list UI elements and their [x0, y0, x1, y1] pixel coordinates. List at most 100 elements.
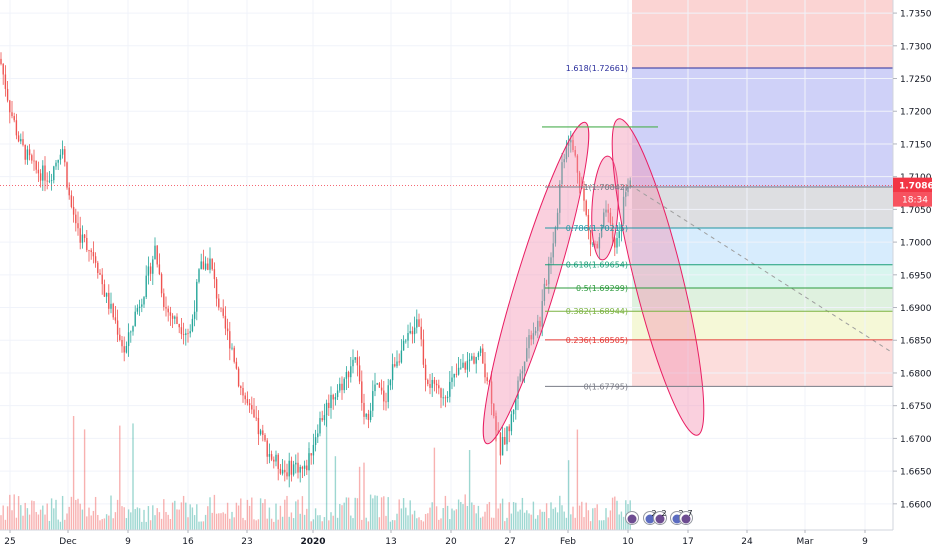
candle-body: [297, 462, 299, 473]
volume-bar: [229, 518, 231, 530]
candle-body: [479, 348, 482, 353]
time-axis-background: [0, 530, 932, 550]
volume-bar: [132, 423, 134, 530]
economic-event-icon[interactable]: [625, 511, 639, 525]
candle-body: [422, 339, 425, 365]
time-tick-label: 9: [125, 537, 131, 547]
volume-bar: [336, 517, 339, 530]
volume-bar: [176, 509, 178, 530]
volume-bar: [97, 514, 99, 530]
news-event-icon[interactable]: 7: [679, 509, 693, 525]
volume-bar: [618, 514, 620, 530]
candle-body: [26, 149, 29, 160]
candle-body: [620, 223, 623, 232]
volume-bar: [526, 510, 528, 530]
time-tick-label: 13: [385, 537, 396, 547]
drawing-tools-layer[interactable]: [0, 67, 894, 450]
candle-body: [154, 245, 156, 260]
candle-body: [537, 320, 539, 331]
volume-bar: [127, 509, 130, 530]
volume-bar: [372, 498, 374, 530]
correction-ellipse[interactable]: [589, 155, 620, 261]
earnings-event-icon[interactable]: 2: [653, 509, 667, 525]
candle-body: [438, 385, 440, 389]
volume-bar: [345, 497, 348, 530]
candle-body: [33, 160, 35, 162]
candle-body: [123, 346, 125, 353]
volume-bar: [567, 460, 570, 530]
volume-bar: [530, 514, 532, 530]
candle-body: [257, 417, 260, 435]
volume-bar: [75, 499, 77, 530]
candle-body: [490, 381, 493, 404]
candle-body: [578, 172, 581, 187]
candle-body: [512, 409, 515, 415]
dividend-event-icon[interactable]: 2: [643, 509, 657, 525]
candle-body: [156, 245, 158, 265]
candle-body: [229, 331, 231, 349]
volume-bar: [499, 503, 502, 530]
candle-body: [218, 298, 220, 308]
volume-bar: [130, 512, 132, 530]
candle-body: [352, 359, 354, 367]
event-count: 2: [661, 509, 666, 518]
volume-bar: [149, 520, 152, 530]
candle-body: [468, 359, 471, 361]
candle-body: [242, 387, 244, 396]
candle-body: [233, 347, 235, 362]
candle-body: [363, 402, 365, 417]
candle-body: [191, 318, 194, 332]
candle-body: [396, 361, 398, 367]
price-axis[interactable]: 1.735001.730001.725001.720001.715001.710…: [892, 0, 932, 550]
volume-bar: [581, 501, 583, 530]
volume-bar: [554, 507, 557, 530]
volume-bar: [277, 519, 279, 530]
candle-body: [402, 340, 405, 351]
candle-body: [587, 214, 590, 231]
volume-bar: [160, 518, 163, 530]
candle-body: [334, 397, 337, 400]
candle-body: [303, 465, 306, 469]
volume-bar: [510, 513, 513, 530]
candle-body: [59, 154, 62, 160]
candle-body: [275, 454, 277, 462]
candle-body: [374, 384, 376, 392]
fib-level-label: 0.618(1.69654): [566, 261, 628, 270]
candle-body: [583, 188, 585, 201]
time-tick-label: Dec: [59, 537, 76, 547]
candle-body: [358, 365, 361, 382]
volume-bar: [537, 515, 539, 530]
projected-wave-ellipse[interactable]: [595, 113, 720, 441]
time-axis[interactable]: 25 Dec 9 16 23 2020 13 20 27 Feb 10 17 24 Mar 9: [0, 529, 932, 550]
volume-bar: [207, 506, 209, 530]
candle-body: [497, 430, 499, 433]
volume-bar: [620, 511, 623, 530]
candle-body: [570, 140, 572, 143]
candle-body: [526, 348, 528, 362]
price-tick-label: 1.66500: [900, 468, 932, 478]
candle-body: [53, 166, 55, 181]
candle-body: [292, 464, 295, 475]
event-markers[interactable]: 2227: [625, 509, 693, 525]
candle-body: [427, 379, 429, 385]
volume-bar: [365, 517, 367, 530]
candle-body: [255, 417, 257, 419]
volume-bar: [156, 508, 158, 530]
current-price-tag[interactable]: 1.70863 18:34: [893, 177, 932, 207]
volume-bar: [26, 508, 29, 530]
candle-body: [110, 303, 112, 309]
candle-body: [594, 243, 596, 245]
volume-bar: [187, 517, 189, 530]
candle-body: [618, 231, 620, 239]
candle-body: [567, 142, 570, 146]
volume-bar: [42, 505, 44, 530]
candle-body: [372, 391, 374, 411]
impulse-wave-ellipse[interactable]: [468, 116, 604, 449]
bar-countdown: 18:34: [902, 196, 928, 206]
price-tick-label: 1.69500: [900, 271, 932, 281]
volume-bar: [431, 502, 433, 530]
volume-bar: [171, 502, 174, 530]
candle-body: [42, 165, 44, 181]
